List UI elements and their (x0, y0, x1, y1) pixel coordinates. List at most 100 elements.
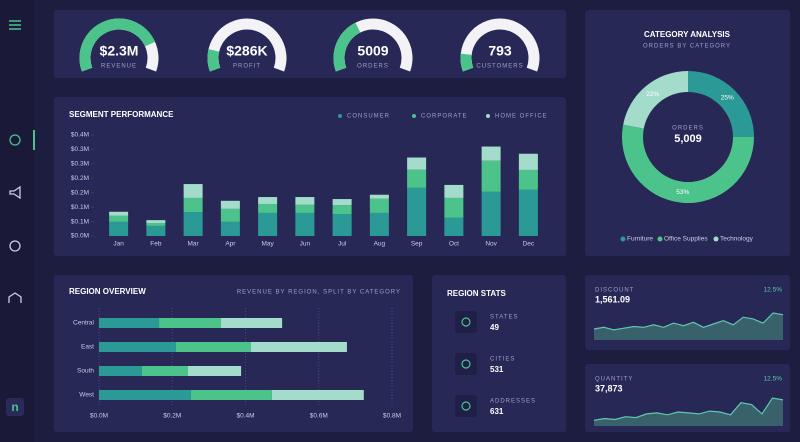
bar-segment (159, 318, 221, 328)
legend-label: CORPORATE (421, 114, 468, 120)
bar-segment (220, 221, 240, 236)
bar-segment (220, 208, 240, 222)
bar-segment (295, 197, 315, 205)
metric-title: DISCOUNT (595, 288, 634, 294)
donut-segment (623, 70, 688, 129)
kpi-panel (54, 10, 566, 78)
y-tick-label: $0.3M (71, 161, 89, 168)
bar-segment (141, 366, 188, 376)
legend-marker (657, 236, 663, 242)
category-panel (585, 10, 790, 256)
bar-segment (407, 169, 427, 188)
bar-segment (271, 390, 364, 400)
area-fill (594, 313, 783, 340)
bar-segment (183, 184, 203, 198)
area-fill (594, 398, 783, 426)
kpi-value: 793 (488, 43, 512, 59)
bar-segment (332, 214, 352, 236)
region-panel (54, 275, 413, 432)
bar-segment (444, 197, 464, 218)
legend-marker (486, 114, 490, 118)
x-tick-label: Feb (150, 241, 162, 248)
donut-segment (622, 124, 754, 204)
bar-segment (481, 160, 501, 192)
x-tick-label: Mar (188, 241, 200, 248)
legend-marker (412, 114, 416, 118)
donut-segment (688, 71, 754, 137)
data-label: 53% (676, 189, 689, 196)
chart-title: CATEGORY ANALYSIS (644, 30, 731, 39)
bar-segment (481, 191, 501, 236)
center-label: ORDERS (672, 126, 704, 132)
center-value: 5,009 (674, 133, 702, 145)
x-tick-label: Jun (300, 241, 311, 248)
bar-segment (518, 153, 538, 170)
bar-segment (332, 199, 352, 206)
x-tick-label: Jul (338, 241, 347, 248)
y-tick-label: East (81, 344, 94, 351)
gauge-fill (207, 49, 221, 72)
y-tick-label: $0.2M (71, 175, 89, 182)
y-tick-label: $0.1M (71, 204, 89, 211)
nav-icon[interactable] (9, 240, 21, 252)
y-tick-label: $0.0M (71, 233, 89, 240)
nav-icon[interactable] (8, 292, 22, 303)
bar-segment (99, 342, 176, 352)
legend-marker (338, 114, 342, 118)
stat-icon (455, 311, 477, 333)
bar-segment (190, 390, 272, 400)
metric-title: QUANTITY (595, 377, 633, 383)
nav-icon[interactable] (9, 134, 21, 146)
x-tick-label: Sep (411, 241, 423, 248)
legend-marker (713, 236, 719, 242)
bar-segment (258, 197, 278, 204)
legend-label: HOME OFFICE (495, 114, 548, 120)
bar-segment (146, 220, 166, 224)
stat-label: CITIES (490, 357, 515, 363)
gauge-track (460, 18, 540, 72)
gauge-fill (79, 18, 156, 72)
y-tick-label: $0.4M (71, 132, 89, 139)
data-label: 22% (646, 91, 659, 98)
bar-segment (109, 211, 129, 216)
chart-title: SEGMENT PERFORMANCE (69, 110, 174, 119)
segment-panel (54, 97, 566, 256)
bar-segment (369, 212, 389, 236)
legend-label: CONSUMER (347, 114, 390, 120)
bar-segment (481, 146, 501, 161)
stat-icon-glyph (461, 401, 471, 411)
y-tick-label: Central (73, 320, 95, 327)
bar-segment (109, 221, 129, 236)
nav-icon[interactable] (9, 185, 21, 200)
bar-segment (146, 225, 166, 236)
bar-segment (220, 200, 240, 209)
x-tick-label: Aug (374, 241, 386, 248)
bar-segment (295, 204, 315, 213)
bar-segment (295, 212, 315, 236)
kpi-label: CUSTOMERS (476, 64, 523, 70)
chart-title: REGION OVERVIEW (69, 287, 146, 296)
x-tick-label: May (261, 241, 274, 248)
bar-segment (258, 212, 278, 236)
bar-segment (183, 197, 203, 213)
x-tick-label: Apr (225, 241, 236, 248)
gauge-fill (333, 22, 361, 72)
y-tick-label: $0.3M (71, 146, 89, 153)
line (593, 312, 784, 331)
bar-segment (444, 217, 464, 236)
x-tick-label: Dec (523, 241, 535, 248)
y-tick-label: South (77, 368, 94, 375)
legend-label: Office Supplies (664, 236, 708, 243)
x-tick-label: $0.6M (310, 413, 328, 420)
x-tick-label: $0.8M (383, 413, 401, 420)
menu-button[interactable] (9, 20, 21, 30)
bar-segment (407, 157, 427, 170)
bar-segment (369, 198, 389, 213)
x-tick-label: $0.4M (236, 413, 254, 420)
metric-value: 37,873 (595, 383, 623, 393)
legend-marker (620, 236, 626, 242)
stats-title: REGION STATS (447, 289, 506, 298)
bar-segment (99, 390, 191, 400)
data-label: 25% (721, 94, 734, 101)
